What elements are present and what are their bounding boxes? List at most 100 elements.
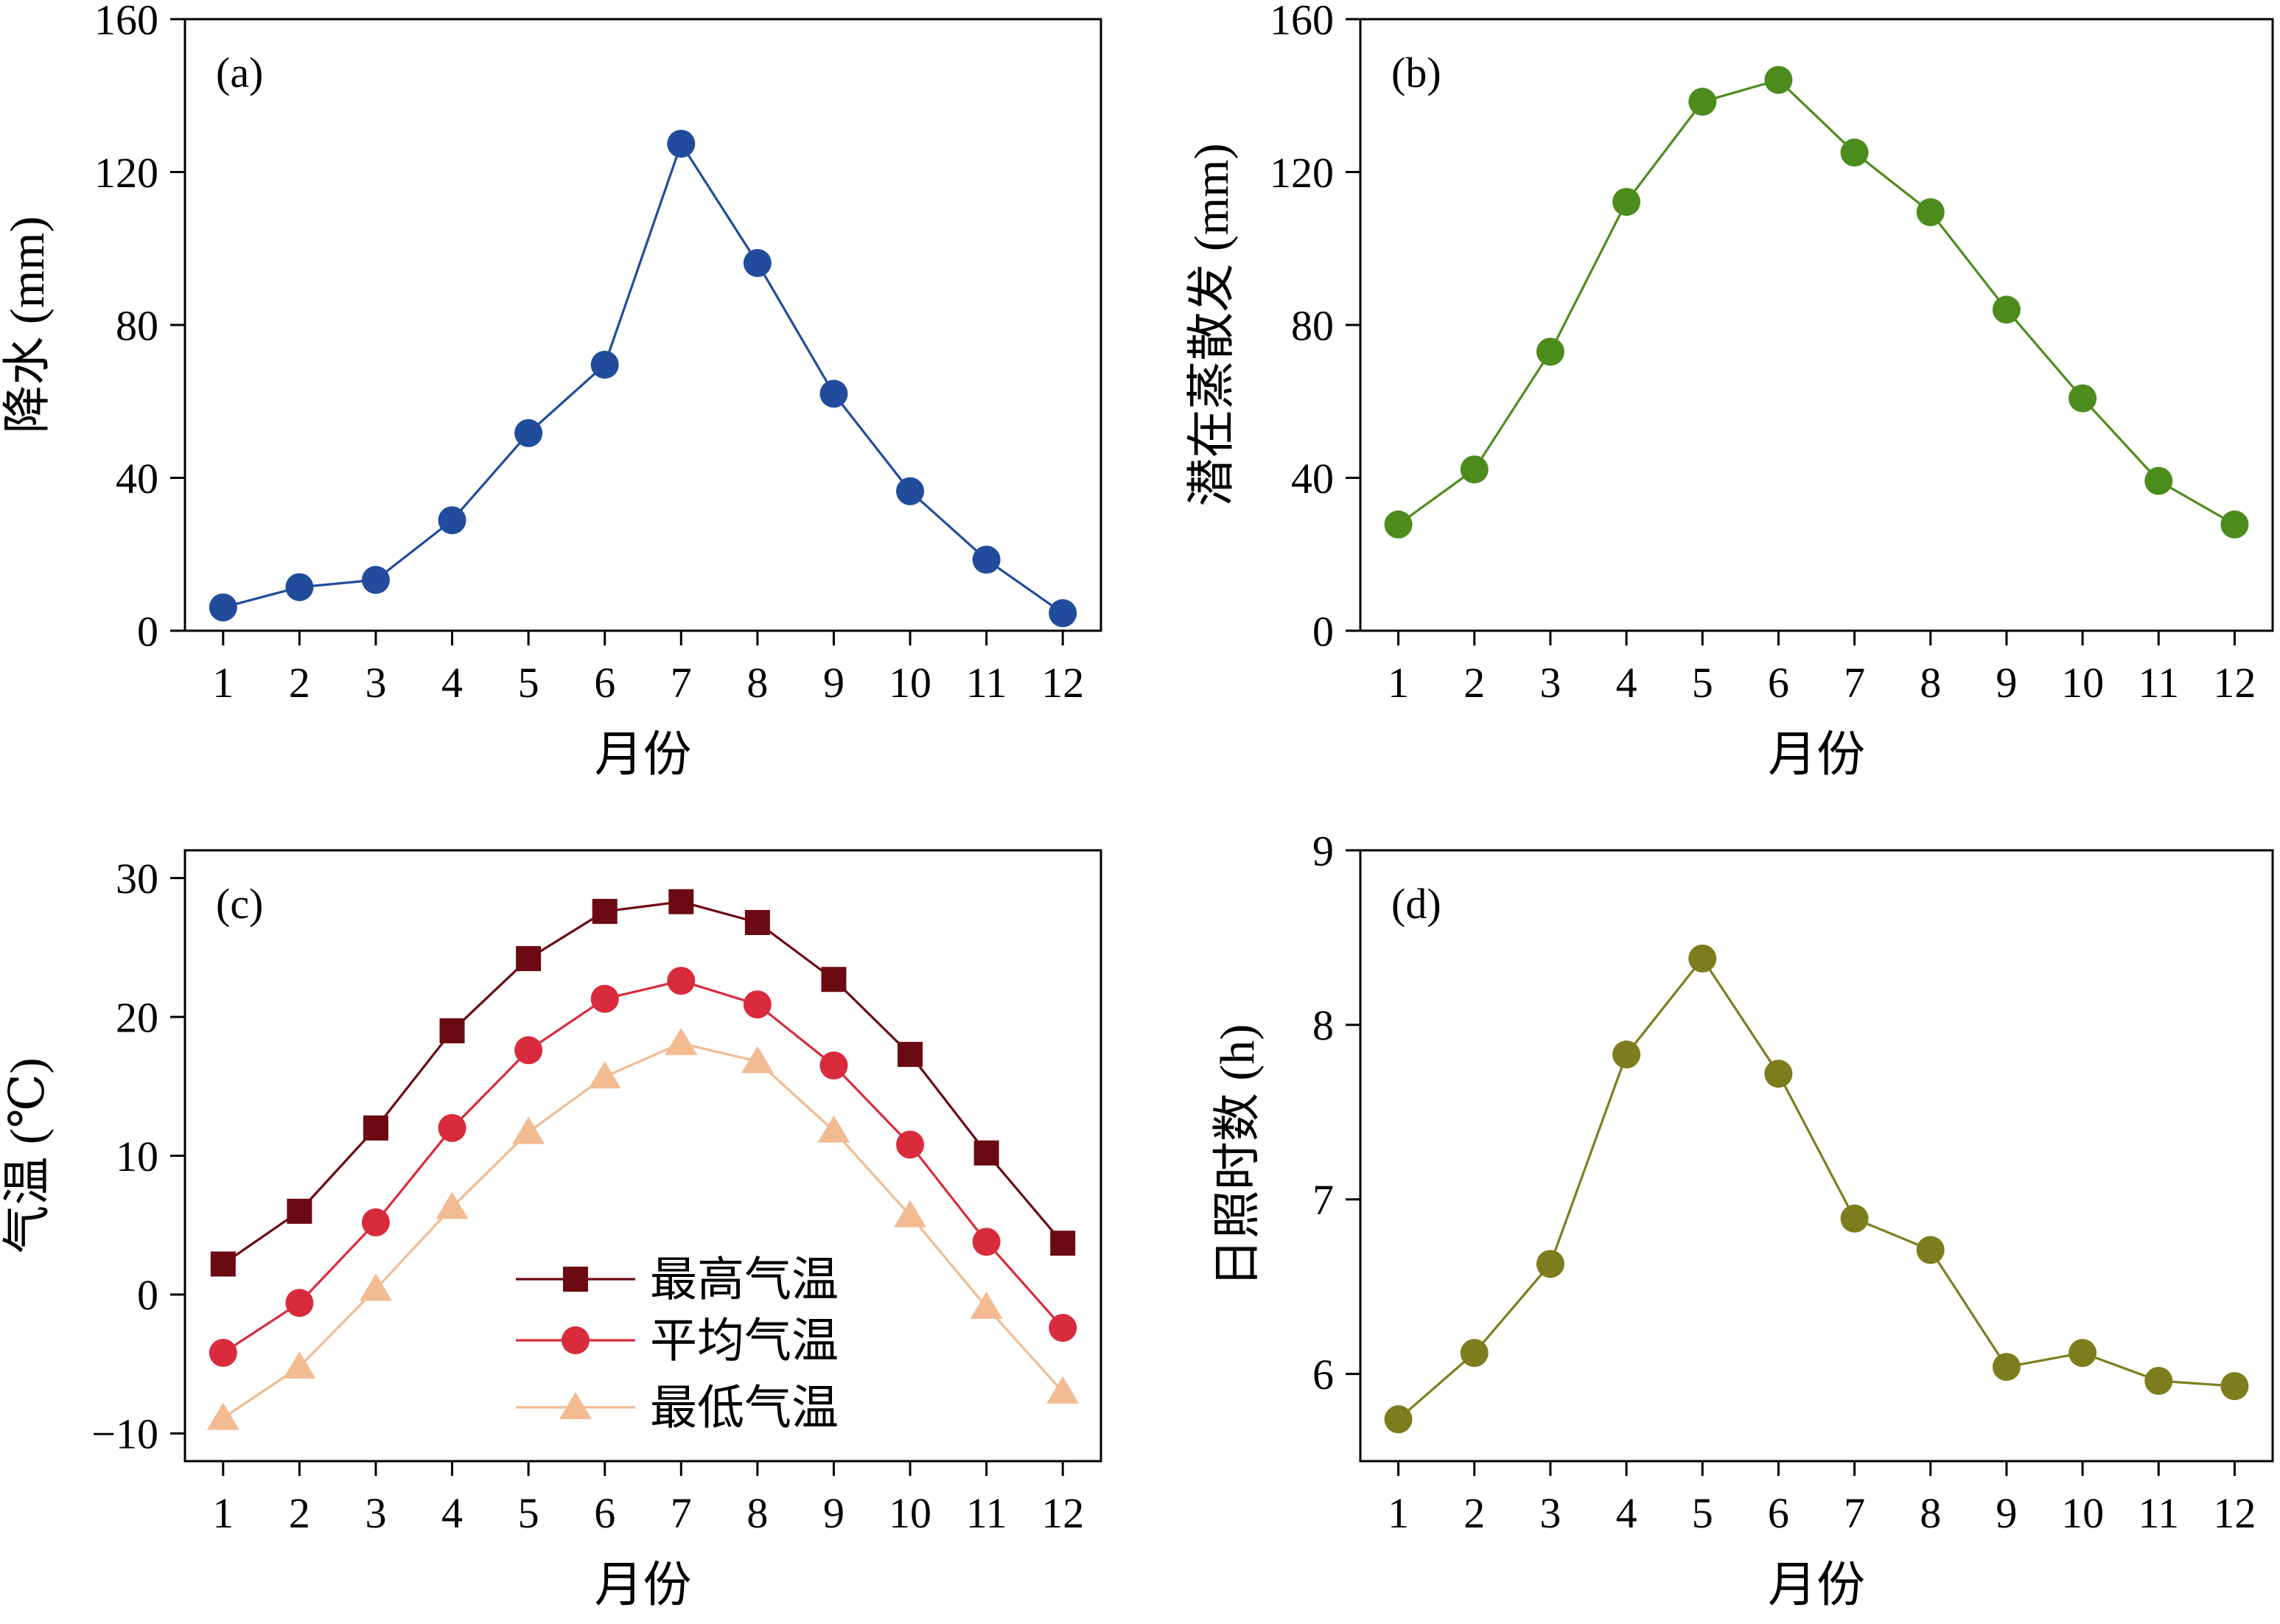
x-tick-label: 5: [518, 1489, 539, 1537]
data-point: [512, 1116, 545, 1144]
data-point: [285, 573, 314, 601]
series-1: [1384, 66, 2249, 539]
series-line: [222, 142, 1064, 615]
data-point: [588, 1061, 621, 1089]
x-tick-label: 7: [671, 1489, 692, 1537]
data-point: [665, 1027, 698, 1055]
data-point: [894, 1200, 927, 1228]
data-point: [1840, 139, 1869, 167]
y-tick-label: 30: [116, 855, 158, 903]
data-point: [1764, 1060, 1793, 1088]
x-tick-label: 2: [1464, 1489, 1485, 1537]
panel-label: (d): [1391, 880, 1441, 928]
data-point: [590, 984, 619, 1013]
data-point: [2069, 384, 2097, 413]
y-axis-label: 气温 (℃): [1, 1057, 55, 1253]
data-point: [743, 990, 772, 1019]
x-tick-label: 5: [518, 659, 539, 707]
x-tick-label: 4: [1616, 1489, 1637, 1537]
x-tick-label: 9: [1996, 1489, 2017, 1537]
data-point: [1764, 66, 1793, 94]
data-point: [972, 545, 1001, 574]
x-tick-label: 8: [1920, 1489, 1941, 1537]
y-tick-label: 0: [1312, 607, 1334, 655]
legend-label: 平均气温: [650, 1315, 839, 1367]
data-point: [1536, 1250, 1564, 1278]
data-point: [744, 909, 770, 935]
data-point: [1384, 1405, 1413, 1434]
y-tick-label: −10: [91, 1410, 158, 1458]
data-point: [741, 1046, 774, 1074]
y-tick-label: 40: [1291, 455, 1334, 503]
legend-label: 最低气温: [650, 1382, 839, 1434]
y-tick-label: 160: [94, 0, 158, 43]
data-point: [898, 1041, 923, 1067]
x-tick-label: 3: [365, 659, 386, 707]
panel-label: (b): [1391, 49, 1441, 97]
data-point: [1688, 88, 1717, 116]
x-tick-label: 6: [1768, 1489, 1789, 1537]
data-point: [363, 1115, 388, 1141]
x-tick-label: 3: [365, 1489, 386, 1537]
data-point: [1612, 187, 1641, 216]
x-tick-label: 4: [1616, 659, 1637, 707]
data-point: [361, 1208, 390, 1236]
data-point: [210, 1251, 236, 1277]
data-point: [514, 1036, 543, 1065]
legend-entry: 最高气温: [516, 1253, 839, 1306]
panel-label: (c): [216, 880, 263, 928]
data-point: [361, 566, 390, 595]
x-tick-label: 8: [746, 659, 768, 707]
axes-frame: [1359, 18, 2274, 632]
series-1: [1384, 944, 2249, 1434]
series-1: [209, 130, 1077, 628]
x-tick-label: 1: [212, 1489, 234, 1537]
x-tick-label: 11: [966, 659, 1007, 707]
data-point: [1049, 599, 1077, 628]
y-tick-label: 160: [1270, 0, 1334, 43]
data-point: [206, 1402, 239, 1430]
series-2: [209, 967, 1077, 1368]
y-tick-label: 80: [1291, 301, 1334, 349]
x-tick-label: 3: [1539, 659, 1561, 707]
data-point: [1460, 1339, 1489, 1368]
x-tick-label: 5: [1692, 659, 1713, 707]
data-point: [973, 1140, 999, 1166]
data-point: [209, 1339, 237, 1368]
x-tick-label: 4: [441, 659, 463, 707]
legend-marker: [562, 1326, 590, 1354]
data-point: [2220, 1372, 2249, 1401]
data-point: [1049, 1314, 1077, 1343]
series-line: [222, 979, 1064, 1354]
data-point: [438, 506, 466, 535]
x-tick-label: 2: [289, 659, 310, 707]
x-tick-label: 8: [746, 1489, 768, 1537]
panel-label: (a): [216, 49, 263, 97]
data-point: [668, 889, 694, 914]
data-point: [1916, 197, 1945, 226]
data-point: [438, 1113, 466, 1142]
y-axis-label: 降水 (mm): [1, 216, 55, 433]
data-point: [743, 248, 772, 277]
series-line: [1396, 957, 2237, 1421]
data-point: [283, 1351, 316, 1379]
data-point: [285, 1289, 314, 1317]
data-point: [592, 898, 618, 924]
data-point: [439, 1018, 465, 1043]
data-point: [1612, 1040, 1641, 1069]
data-point: [972, 1228, 1001, 1256]
data-point: [2220, 510, 2249, 539]
data-point: [1046, 1376, 1080, 1404]
data-point: [436, 1191, 469, 1219]
y-tick-label: 20: [116, 993, 158, 1041]
series-line: [222, 1042, 1064, 1420]
axes-frame: [183, 18, 1102, 632]
data-point: [1992, 1353, 2021, 1382]
legend-entry: 最低气温: [516, 1382, 839, 1434]
x-tick-label: 4: [441, 1489, 463, 1537]
